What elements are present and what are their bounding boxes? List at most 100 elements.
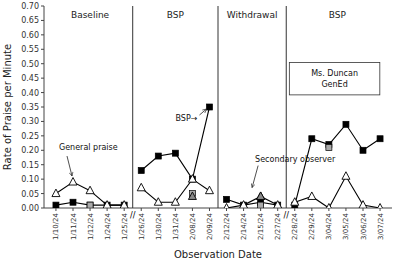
x-tick xyxy=(192,208,193,211)
triangle-marker xyxy=(120,201,128,208)
series-line xyxy=(141,107,209,179)
y-tick-label: 0.20 xyxy=(21,146,39,155)
x-tick-label: 1/26/24 xyxy=(138,212,146,240)
x-tick-label: 2/15/24 xyxy=(257,212,265,240)
series-line xyxy=(295,176,380,208)
x-tick-label: 1/10/24 xyxy=(52,212,60,240)
x-tick-label: 2/14/24 xyxy=(240,212,248,240)
phase-label: BSP xyxy=(167,10,185,20)
x-tick xyxy=(209,208,210,211)
y-axis xyxy=(44,6,45,208)
triangle-marker xyxy=(103,201,111,208)
y-tick-label: 0.70 xyxy=(21,2,39,11)
triangle-marker xyxy=(223,204,231,209)
x-tick xyxy=(243,208,244,211)
triangle-marker xyxy=(86,186,94,194)
x-tick xyxy=(328,208,329,211)
x-tick-label: 1/30/24 xyxy=(155,212,163,240)
phase-label: Withdrawal xyxy=(227,10,278,20)
y-tick-label: 0.60 xyxy=(21,31,39,40)
x-tick-label: 1/31/24 xyxy=(172,212,180,240)
x-tick-label: 3/05/24 xyxy=(342,212,350,240)
annotation: BSP→ xyxy=(176,114,198,123)
y-tick-label: 0.45 xyxy=(21,74,39,83)
x-tick xyxy=(73,208,74,211)
triangle-marker xyxy=(205,186,213,194)
square-marker xyxy=(377,136,383,142)
x-tick xyxy=(175,208,176,211)
triangle-marker xyxy=(188,192,196,200)
square-marker xyxy=(87,202,93,208)
x-tick xyxy=(363,208,364,211)
triangle-marker xyxy=(52,189,60,197)
square-marker xyxy=(155,153,161,159)
square-marker xyxy=(138,167,144,173)
y-tick-label: 0.30 xyxy=(21,117,39,126)
x-axis-label: Observation Date xyxy=(174,249,262,260)
x-tick xyxy=(158,208,159,211)
x-tick xyxy=(55,208,56,211)
phase-divider xyxy=(218,6,219,208)
x-tick xyxy=(124,208,125,211)
x-tick-label: 3/06/24 xyxy=(360,212,368,240)
square-marker xyxy=(309,136,315,142)
square-marker xyxy=(70,199,76,205)
note-text: Ms. Duncan xyxy=(311,69,358,78)
square-marker xyxy=(343,121,349,127)
x-tick xyxy=(107,208,108,211)
square-marker xyxy=(87,202,93,208)
x-tick xyxy=(260,208,261,211)
x-tick-label: 2/29/24 xyxy=(308,212,316,240)
x-tick-label: 2/27/24 xyxy=(274,212,282,240)
y-tick-label: 0.05 xyxy=(21,190,39,199)
x-tick xyxy=(277,208,278,211)
x-tick-label: 1/11/24 xyxy=(70,212,78,240)
triangle-marker xyxy=(240,201,248,208)
square-marker xyxy=(326,144,332,150)
y-tick-label: 0.65 xyxy=(21,16,39,25)
y-tick-label: 0.00 xyxy=(21,204,39,213)
triangle-marker xyxy=(171,198,179,206)
chart: 0.000.050.100.150.200.250.300.350.400.45… xyxy=(0,0,400,262)
y-tick-label: 0.40 xyxy=(21,89,39,98)
triangle-marker xyxy=(154,198,162,206)
phase-divider xyxy=(286,6,287,208)
x-tick-label: 3/04/24 xyxy=(325,212,333,240)
x-tick-label: 1/25/24 xyxy=(121,212,129,240)
series-line xyxy=(227,196,278,208)
triangle-marker xyxy=(376,204,384,209)
triangle-marker xyxy=(325,204,333,209)
phase-label: Baseline xyxy=(71,10,110,20)
y-tick-label: 0.55 xyxy=(21,45,39,54)
x-tick-label: 3/07/24 xyxy=(377,212,385,240)
plot-marks xyxy=(52,6,384,208)
phase-divider xyxy=(132,6,133,208)
triangle-marker xyxy=(69,178,77,186)
square-marker xyxy=(206,104,212,110)
y-tick-label: 0.35 xyxy=(21,103,39,112)
y-tick-label: 0.10 xyxy=(21,175,39,184)
x-tick xyxy=(294,208,295,211)
square-marker xyxy=(224,196,230,202)
x-tick-label: 1/12/24 xyxy=(87,212,95,240)
phase-label: BSP xyxy=(329,10,347,20)
x-tick-label: 2/28/24 xyxy=(291,212,299,240)
y-axis-label: Rate of Praise per Minute xyxy=(2,44,13,170)
y-tick-label: 0.15 xyxy=(21,161,39,170)
triangle-marker xyxy=(308,192,316,200)
triangle-marker xyxy=(274,201,282,208)
axis-break: // xyxy=(130,211,136,220)
x-tick xyxy=(90,208,91,211)
triangle-marker xyxy=(137,183,145,191)
triangle-marker xyxy=(257,192,265,200)
series-line xyxy=(56,182,124,205)
y-tick-label: 0.50 xyxy=(21,60,39,69)
axis-break: // xyxy=(284,211,290,220)
triangle-marker xyxy=(342,172,350,180)
annotation: General praise xyxy=(59,143,118,152)
x-tick-label: 2/09/24 xyxy=(206,212,214,240)
note-text: GenEd xyxy=(321,80,347,89)
annotation-arrow xyxy=(67,156,72,176)
annotation-arrow xyxy=(199,109,206,115)
x-tick-label: 2/08/24 xyxy=(189,212,197,240)
